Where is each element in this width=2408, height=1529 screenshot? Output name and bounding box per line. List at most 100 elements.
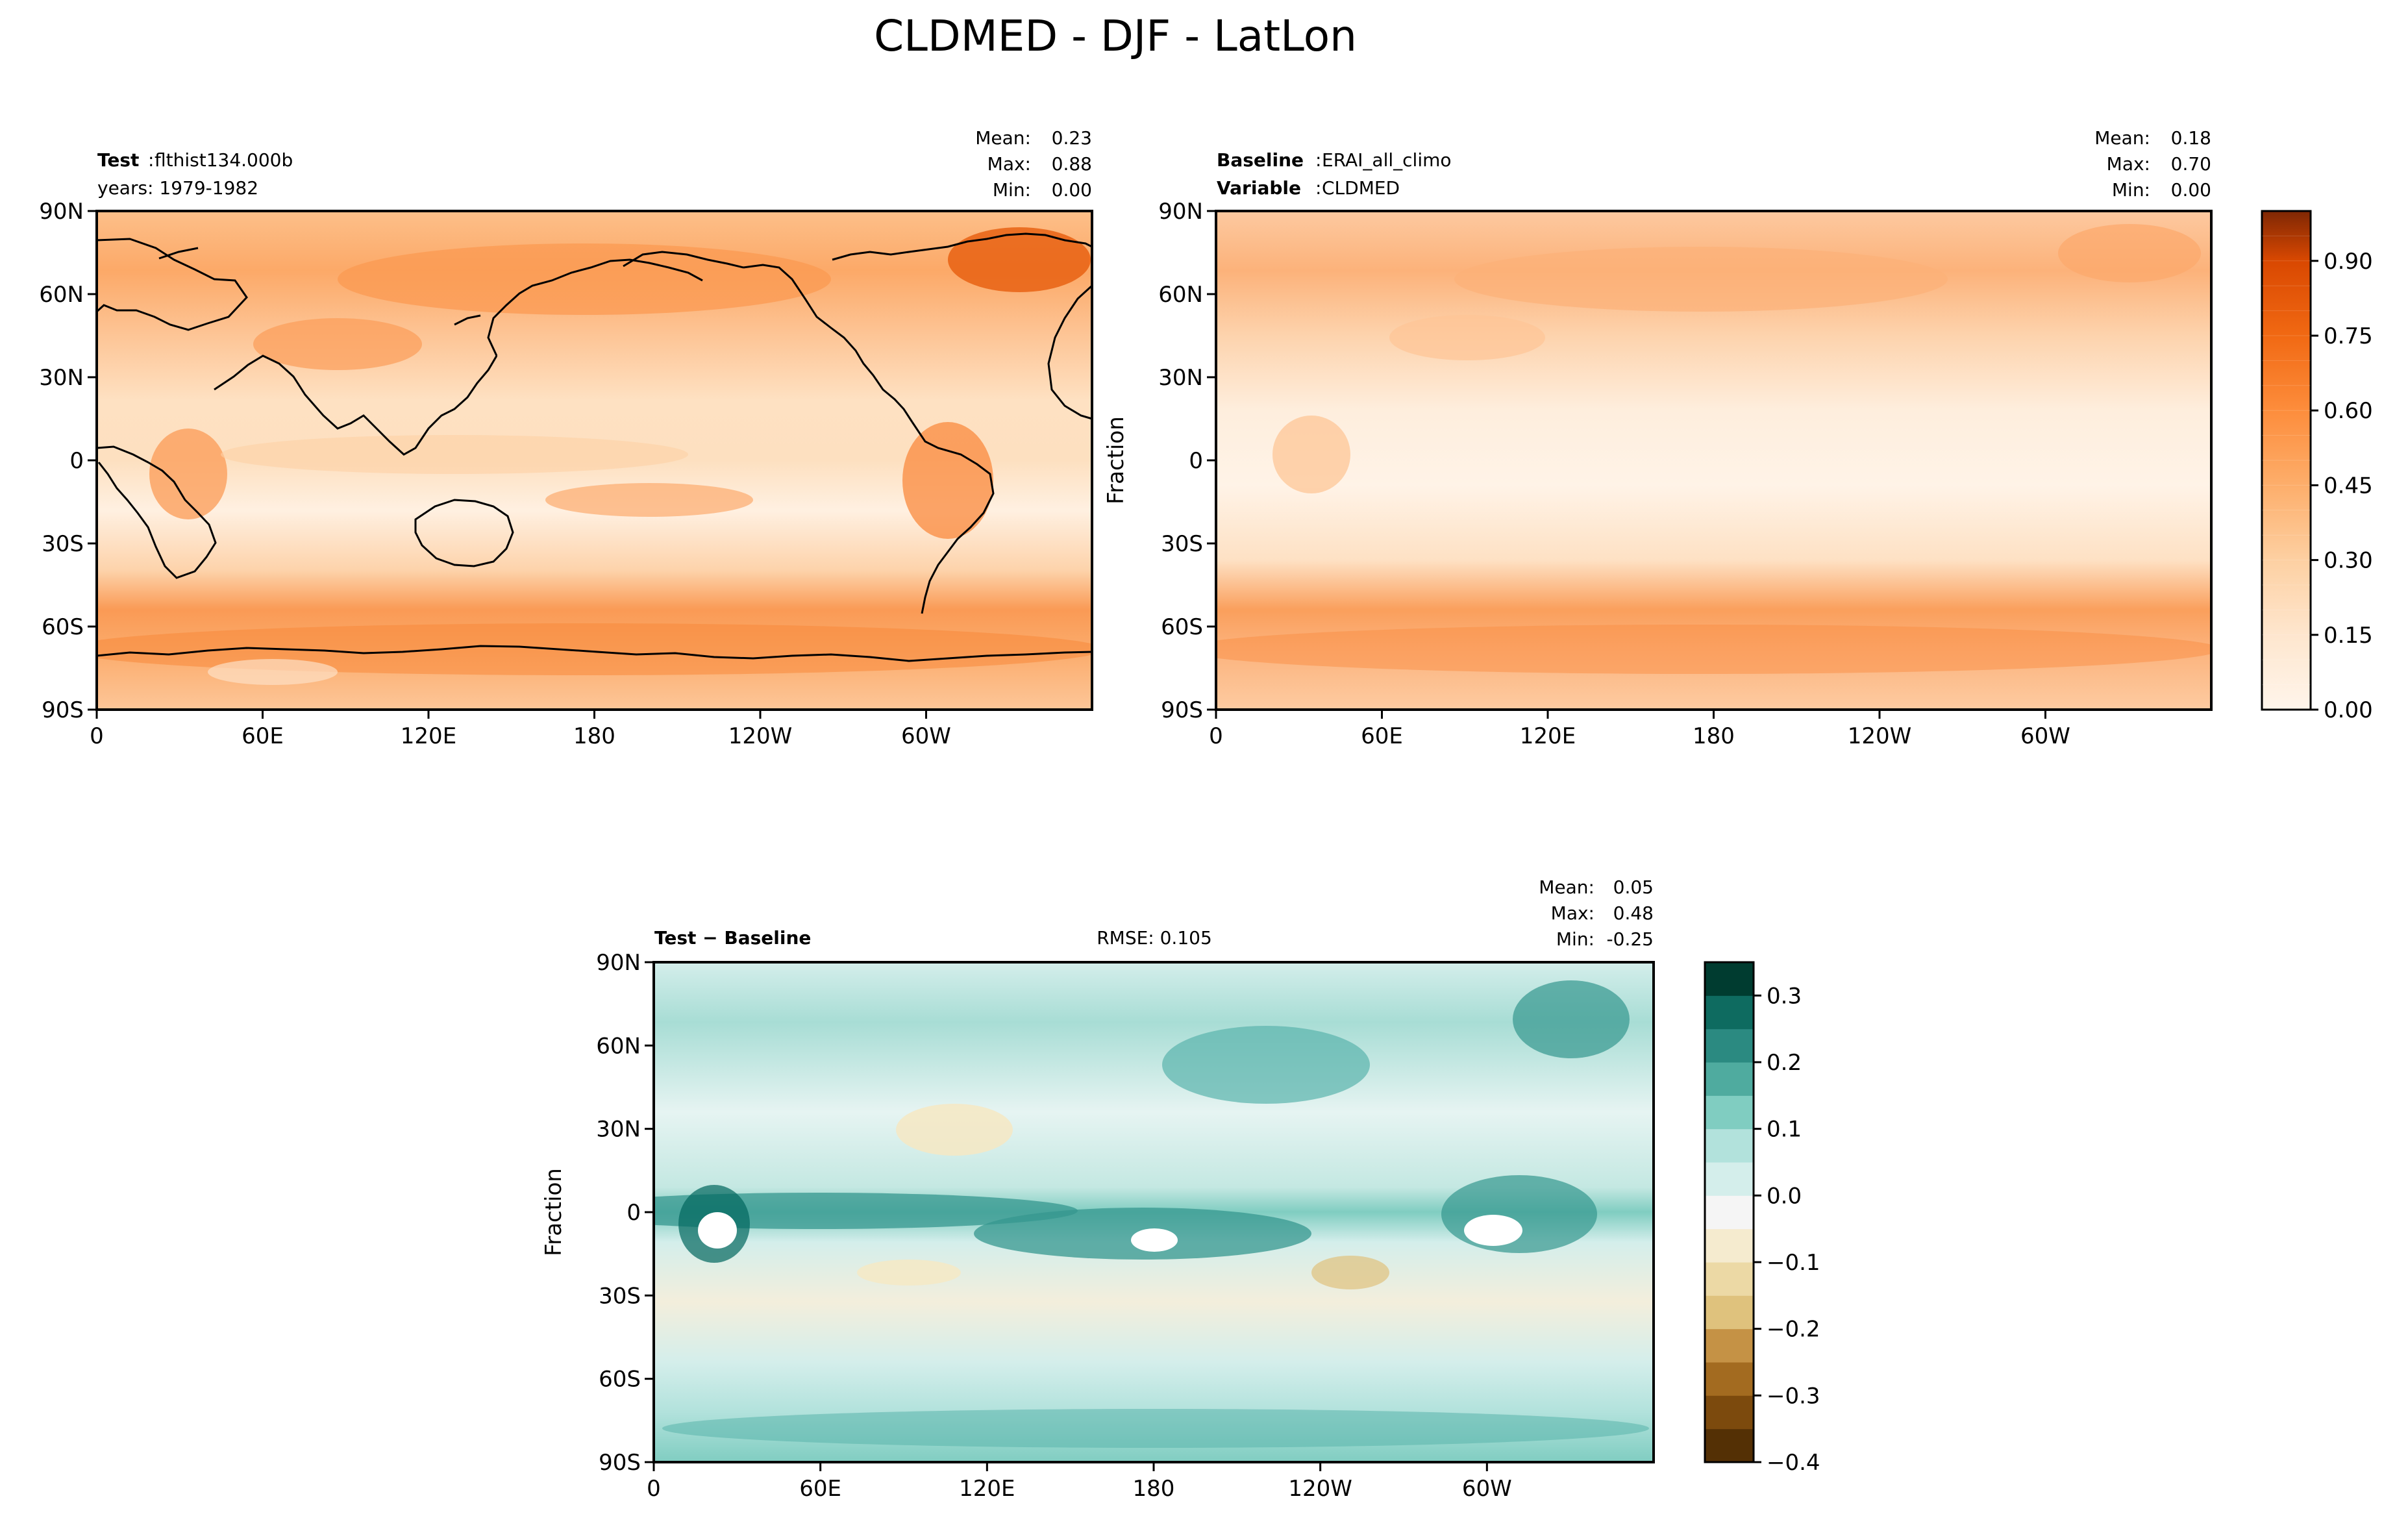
colorbar-brbg-level <box>1705 1362 1754 1396</box>
diff-lat-tick-label: 30N <box>596 1117 641 1143</box>
baseline-lon-tick-label: 60E <box>1361 723 1403 749</box>
panel-diff-mean-label: Mean: <box>1539 876 1595 898</box>
colorbar-brbg-tick-label: −0.1 <box>1767 1250 1820 1276</box>
diff-lon-tick-label: 0 <box>647 1476 661 1502</box>
panel-test-max-label: Max: <box>987 153 1031 175</box>
panel-diff-mean-value: 0.05 <box>1613 876 1654 898</box>
panel-test-subtitle-sep: : <box>148 149 154 171</box>
baseline-lat-tick-label: 60S <box>1161 614 1203 640</box>
colorbar-brbg-level <box>1705 962 1754 996</box>
colorbar-oranges: 0.00 0.15 0.30 0.45 0.60 0.75 0.90 <box>2261 210 2373 723</box>
colorbar-oranges-tick-label: 0.75 <box>2324 323 2373 349</box>
colorbar-brbg-level <box>1705 1428 1754 1463</box>
panel-test-subtitle-bold: Test <box>97 149 139 171</box>
panel-diff-max-value: 0.48 <box>1613 902 1654 924</box>
baseline-lat-tick-label: 0 <box>1189 448 1203 474</box>
test-lat-tick-label: 60S <box>42 614 84 640</box>
colorbar-brbg-level <box>1705 1328 1754 1363</box>
test-lon-tick-label: 180 <box>573 723 615 749</box>
baseline-lat-tick-label: 30S <box>1161 531 1203 557</box>
panel-test-coastlines <box>97 232 1092 662</box>
panel-diff-subtitle: Test − Baseline <box>654 927 811 949</box>
figure-title: CLDMED - DJF - LatLon <box>874 11 1357 61</box>
panel-test-max-value: 0.88 <box>1052 153 1092 175</box>
panel-baseline-ylabel: Fraction <box>1103 416 1129 504</box>
diff-lat-tick-label: 90S <box>599 1450 641 1476</box>
baseline-lon-tick-label: 0 <box>1209 723 1223 749</box>
colorbar-brbg-tick-label: −0.3 <box>1767 1383 1820 1409</box>
diff-lat-tick-label: 60S <box>599 1367 641 1393</box>
panel-baseline-subtitle-value: ERAI_all_climo <box>1322 149 1452 171</box>
test-lat-tick-label: 60N <box>39 282 84 308</box>
test-lon-tick-label: 120W <box>728 723 793 749</box>
baseline-lat-tick-label: 60N <box>1158 282 1203 308</box>
diff-lon-tick-label: 60W <box>1462 1476 1512 1502</box>
colorbar-oranges-tick-label: 0.90 <box>2324 249 2373 275</box>
panel-baseline-subtitle-sep: : <box>1315 149 1321 171</box>
colorbar-brbg-tick-label: 0.1 <box>1767 1117 1802 1143</box>
baseline-lat-tick-label: 90S <box>1161 697 1203 723</box>
panel-baseline-min-label: Min: <box>2112 179 2150 201</box>
panel-diff-rmse: RMSE: 0.105 <box>1097 927 1212 949</box>
panel-test-min-value: 0.00 <box>1052 179 1092 201</box>
colorbar-brbg-frame <box>1704 961 1755 1463</box>
test-lat-tick-label: 90N <box>39 199 84 225</box>
panel-baseline-min-value: 0.00 <box>2171 179 2211 201</box>
colorbar-brbg-tick-label: 0.3 <box>1767 983 1802 1009</box>
panel-baseline-mean-label: Mean: <box>2094 127 2150 149</box>
colorbar-brbg-level <box>1705 1228 1754 1263</box>
colorbar-oranges-tick-label: 0.60 <box>2324 398 2373 424</box>
panel-baseline-variable-value: CLDMED <box>1322 177 1400 199</box>
diff-lat-tick-label: 30S <box>599 1283 641 1309</box>
panel-baseline-variable-bold: Variable <box>1217 177 1301 199</box>
baseline-lon-tick-label: 120W <box>1848 723 1912 749</box>
panel-baseline-max-label: Max: <box>2107 153 2150 175</box>
panel-baseline-subtitle-bold: Baseline <box>1217 149 1304 171</box>
panel-diff-ylabel: Fraction <box>541 1168 567 1256</box>
test-lat-tick-label: 0 <box>69 448 84 474</box>
test-lat-tick-label: 90S <box>42 697 84 723</box>
colorbar-brbg-level <box>1705 995 1754 1030</box>
panel-test-mean-value: 0.23 <box>1052 127 1092 149</box>
baseline-lat-tick-label: 30N <box>1158 365 1203 391</box>
test-lat-tick-label: 30S <box>42 531 84 557</box>
test-lon-tick-label: 120E <box>401 723 456 749</box>
colorbar-oranges-tick-label: 0.30 <box>2324 548 2373 574</box>
baseline-lon-tick-label: 180 <box>1693 723 1735 749</box>
diff-lon-tick-label: 60E <box>799 1476 841 1502</box>
panel-baseline-max-value: 0.70 <box>2171 153 2211 175</box>
diff-lat-tick-label: 90N <box>596 950 641 976</box>
colorbar-oranges-tick-label: 0.45 <box>2324 473 2373 499</box>
baseline-lon-tick-label: 60W <box>2020 723 2070 749</box>
diff-lon-tick-label: 180 <box>1133 1476 1175 1502</box>
baseline-lat-tick-label: 90N <box>1158 199 1203 225</box>
test-lat-tick-label: 30N <box>39 365 84 391</box>
test-lon-tick-label: 60E <box>242 723 284 749</box>
baseline-lon-tick-label: 120E <box>1520 723 1576 749</box>
colorbar-brbg-level <box>1705 1095 1754 1130</box>
colorbar-brbg-tick-label: 0.0 <box>1767 1183 1802 1209</box>
diff-lat-tick-label: 60N <box>596 1033 641 1059</box>
panel-diff: Test − Baseline RMSE: 0.105 Mean: 0.05 M… <box>541 876 1820 1476</box>
colorbar-brbg-level <box>1705 1395 1754 1430</box>
colorbar-brbg: 0.3 0.2 0.1 0.0 −0.1 −0.2 −0.3 −0.4 <box>1704 961 1820 1476</box>
colorbar-brbg-level <box>1705 1195 1754 1230</box>
colorbar-brbg-tick-label: −0.2 <box>1767 1317 1820 1343</box>
test-lon-tick-label: 60W <box>901 723 951 749</box>
colorbar-brbg-level <box>1705 1128 1754 1163</box>
diff-lon-tick-label: 120E <box>959 1476 1015 1502</box>
test-lon-tick-label: 0 <box>90 723 104 749</box>
panel-baseline-mean-value: 0.18 <box>2171 127 2211 149</box>
colorbar-brbg-level <box>1705 1162 1754 1196</box>
colorbar-brbg-tick-label: 0.2 <box>1767 1050 1802 1076</box>
panel-test-mean-label: Mean: <box>975 127 1031 149</box>
panel-baseline: Baseline : ERAI_all_climo Variable : CLD… <box>1103 127 2373 723</box>
panel-diff-min-value: -0.25 <box>1607 928 1654 950</box>
panel-test: Test : flthist134.000b years: 1979-1982 … <box>95 127 1093 711</box>
colorbar-oranges-bar <box>2261 210 2312 711</box>
panel-diff-min-label: Min: <box>1556 928 1595 950</box>
colorbar-brbg-tick-label: −0.4 <box>1767 1450 1820 1476</box>
panel-test-subtitle-value: flthist134.000b <box>155 149 293 171</box>
colorbar-brbg-level <box>1705 1295 1754 1330</box>
